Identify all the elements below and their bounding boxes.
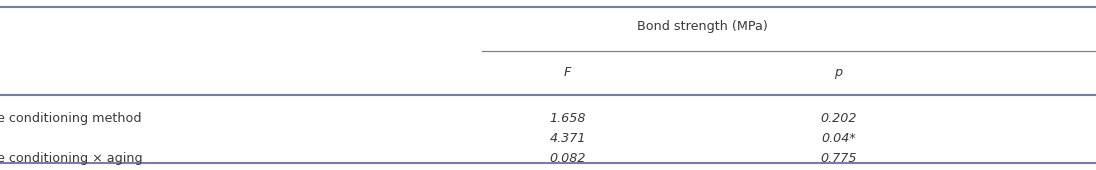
Text: 0.04*: 0.04* [821,132,856,145]
Text: 1.658: 1.658 [549,112,586,125]
Text: 4.371: 4.371 [549,132,586,145]
Text: 0.775: 0.775 [820,152,857,165]
Text: 0.082: 0.082 [549,152,586,165]
Text: Surface conditioning method: Surface conditioning method [0,112,141,125]
Text: F: F [564,66,571,79]
Text: p: p [834,66,843,79]
Text: 0.202: 0.202 [820,112,857,125]
Text: Bond strength (MPa): Bond strength (MPa) [637,20,768,33]
Text: Surface conditioning × aging: Surface conditioning × aging [0,152,142,165]
